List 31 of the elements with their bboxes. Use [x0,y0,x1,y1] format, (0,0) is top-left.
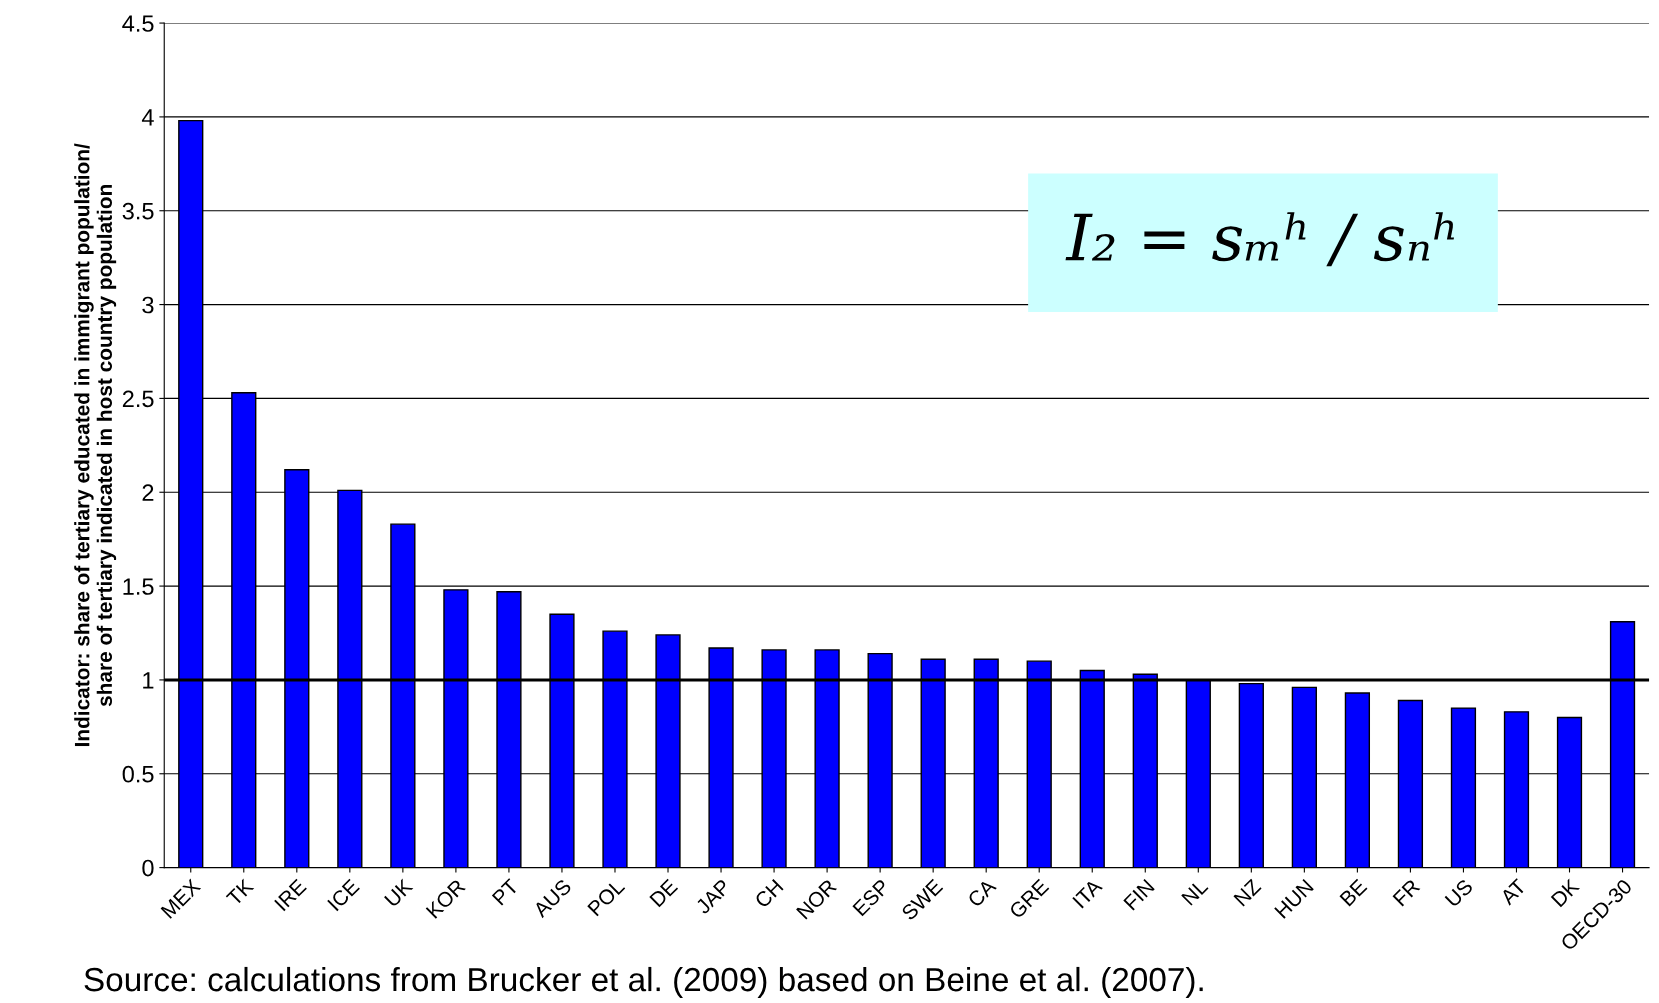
y-tick-label: 1.5 [123,578,154,595]
x-tick-label: ICE [327,878,361,912]
y-tick-label: 3 [142,296,154,314]
x-tick-label: PT [491,878,520,906]
y-tick-label: 4 [141,109,154,126]
x-tick-label: BE [1339,878,1368,907]
y-tick-label: 0 [142,859,154,877]
x-tick-label: CA [966,877,997,908]
x-tick-label: US [1444,878,1474,908]
x-tick-label: AT [1499,878,1527,906]
x-tick-label: FIN [1123,879,1155,911]
x-tick-label: DE [649,878,679,908]
x-tick-label: ITA [1072,877,1103,909]
y-tick-label: 2.5 [122,390,154,408]
y-tick-label: 1 [143,672,154,689]
annotation: I₂ = sₘʰ / sₙʰ [1065,212,1455,267]
x-tick-label: IRE [274,878,307,912]
x-tick-label: POL [587,878,626,917]
source-note: Source: calculations from Brucker et al. (2009) based on Beine et al. (2007). [84,966,1203,998]
y-tick-label: 4.5 [122,15,154,32]
x-tick-label: NL [1181,878,1209,906]
x-tick-label: CH [753,878,784,909]
y-tick-label: 0.5 [122,765,154,783]
x-tick-label: FR [1392,878,1421,907]
x-tick-label: JAP [694,878,732,915]
y-tick-label: 3.5 [122,202,154,220]
y-tick-label: 2 [142,484,154,501]
x-tick-label: UK [384,878,414,908]
x-tick-label: TK [225,878,255,907]
x-tick-label: NZ [1233,878,1262,907]
y-axis-title: Indicator: share of tertiary educated in immigrant population/ share of tertiary indicated in host country population [74,143,117,747]
